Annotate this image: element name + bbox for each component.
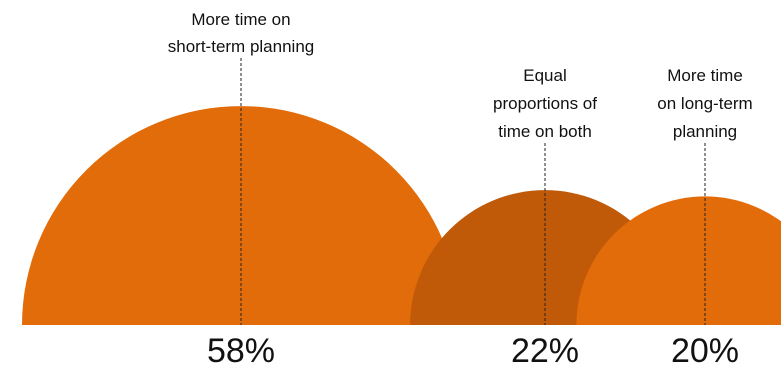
category-label-short-term-line2: short-term planning	[168, 37, 314, 56]
category-label-long-term-line2: on long-term	[657, 94, 752, 113]
category-label-equal-line2: proportions of	[493, 94, 597, 113]
value-label-long-term: 20%	[671, 332, 739, 370]
value-label-short-term: 58%	[207, 332, 275, 370]
value-label-equal: 22%	[511, 332, 579, 370]
category-label-equal: Equal	[523, 66, 566, 85]
category-label-equal-line3: time on both	[498, 122, 592, 141]
category-label-long-term-line3: planning	[673, 122, 737, 141]
category-label-short-term: More time on	[191, 10, 290, 29]
category-label-long-term: More time	[667, 66, 743, 85]
semicircle-long-term	[576, 196, 781, 325]
